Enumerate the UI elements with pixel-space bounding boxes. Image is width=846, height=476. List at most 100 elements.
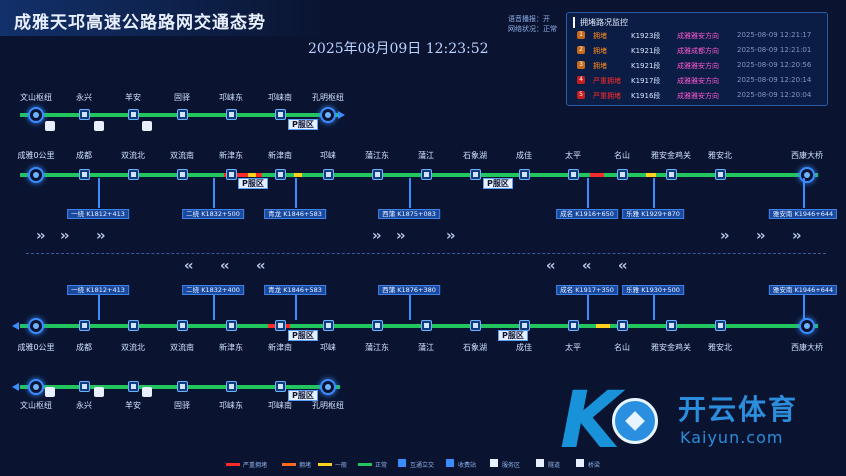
station-label: 成佳 (516, 151, 532, 160)
toll-station-icon[interactable] (421, 320, 432, 331)
station-label: 文山枢纽 (20, 93, 52, 102)
toll-station-icon[interactable] (79, 381, 90, 392)
toll-station-icon[interactable] (470, 320, 481, 331)
interchange-node[interactable] (320, 107, 336, 123)
station-label: 新津南 (268, 343, 292, 352)
direction-arrow-right (338, 111, 345, 119)
legend-swatch (226, 463, 240, 466)
toll-station-icon[interactable] (79, 169, 90, 180)
toll-station-icon[interactable] (275, 320, 286, 331)
interchange-node[interactable] (28, 167, 44, 183)
toll-station-icon[interactable] (519, 169, 530, 180)
interchange-tag[interactable]: 一绕 K1812+413 (67, 285, 129, 295)
toll-station-icon[interactable] (177, 320, 188, 331)
interchange-tag[interactable]: 雅安南 K1946+644 (768, 285, 838, 295)
toll-station-icon[interactable] (177, 381, 188, 392)
interchange-tag[interactable]: 青龙 K1846+583 (264, 209, 326, 219)
interchange-tag[interactable]: 青龙 K1846+583 (264, 285, 326, 295)
soccer-ball-icon (612, 398, 658, 444)
ramp-connector (213, 295, 215, 320)
toll-station-icon[interactable] (715, 320, 726, 331)
service-area-badge[interactable]: P服区 (288, 330, 318, 341)
legend-swatch (282, 463, 296, 466)
interchange-node[interactable] (28, 379, 44, 395)
road-segment (20, 173, 818, 177)
congestion-row[interactable]: 5 严重拥堵 K1916段 成雅雅安方向 2025-08-09 12:20:04 (577, 90, 825, 102)
station-label: 蒲江东 (365, 151, 389, 160)
interchange-tag[interactable]: 成名 K1917+350 (556, 285, 618, 295)
toll-station-icon[interactable] (275, 109, 286, 120)
toll-station-icon[interactable] (226, 109, 237, 120)
direction-chevron: ›› (60, 228, 69, 244)
congestion-level: 严重拥堵 (593, 92, 621, 100)
congestion-row[interactable]: 2 拥堵 K1921段 成雅成都方向 2025-08-09 12:21:01 (577, 45, 825, 57)
voice-status[interactable]: 语音播报：开 (508, 15, 550, 23)
section-code: K1916段 (631, 92, 661, 100)
toll-station-icon[interactable] (470, 169, 481, 180)
toll-station-icon[interactable] (617, 320, 628, 331)
direction-chevron: ›› (792, 228, 801, 244)
station-label: 邛崃南 (268, 401, 292, 410)
direction-chevron: ‹‹ (618, 258, 627, 274)
interchange-tag[interactable]: 成名 K1916+650 (556, 209, 618, 219)
interchange-node[interactable] (320, 379, 336, 395)
toll-station-icon[interactable] (128, 381, 139, 392)
network-status: 网络状况：正常 (508, 25, 557, 33)
interchange-tag[interactable]: 乐雅 K1929+870 (622, 209, 684, 219)
toll-station-icon[interactable] (568, 169, 579, 180)
interchange-tag[interactable]: 雅安南 K1946+644 (768, 209, 838, 219)
toll-station-icon[interactable] (323, 320, 334, 331)
congestion-row[interactable]: 4 严重拥堵 K1917段 成雅雅安方向 2025-08-09 12:20:14 (577, 75, 825, 87)
interchange-tag[interactable]: 西蒲 K1875+083 (378, 209, 440, 219)
interchange-tag[interactable]: 乐雅 K1930+500 (622, 285, 684, 295)
watermark-logo-k: K (560, 376, 621, 466)
congestion-segment (294, 173, 302, 177)
interchange-node[interactable] (799, 318, 815, 334)
direction-chevron: ‹‹ (582, 258, 591, 274)
toll-station-icon[interactable] (226, 169, 237, 180)
congestion-segment (224, 173, 262, 177)
interchange-node[interactable] (799, 167, 815, 183)
interchange-tag[interactable]: 西蒲 K1876+380 (378, 285, 440, 295)
interchange-node[interactable] (28, 318, 44, 334)
interchange-tag[interactable]: 二绕 K1832+400 (182, 285, 244, 295)
section-code: K1923段 (631, 32, 661, 40)
bridge-icon (94, 387, 104, 397)
service-area-badge[interactable]: P服区 (498, 330, 528, 341)
station-label: 雅安北 (708, 343, 732, 352)
toll-station-icon[interactable] (128, 320, 139, 331)
service-area-badge[interactable]: P服区 (288, 390, 318, 401)
toll-station-icon[interactable] (177, 169, 188, 180)
toll-station-icon[interactable] (226, 381, 237, 392)
interchange-node[interactable] (28, 107, 44, 123)
tunnel-icon (45, 121, 55, 131)
ramp-connector (653, 295, 655, 320)
interchange-tag[interactable]: 二绕 K1832+500 (182, 209, 244, 219)
toll-station-icon[interactable] (372, 320, 383, 331)
toll-station-icon[interactable] (128, 109, 139, 120)
toll-station-icon[interactable] (715, 169, 726, 180)
toll-station-icon[interactable] (372, 169, 383, 180)
toll-station-icon[interactable] (617, 169, 628, 180)
toll-station-icon[interactable] (568, 320, 579, 331)
toll-station-icon[interactable] (275, 169, 286, 180)
toll-station-icon[interactable] (421, 169, 432, 180)
interchange-tag[interactable]: 一绕 K1812+413 (67, 209, 129, 219)
toll-station-icon[interactable] (226, 320, 237, 331)
toll-station-icon[interactable] (177, 109, 188, 120)
toll-station-icon[interactable] (666, 320, 677, 331)
congestion-row[interactable]: 1 拥堵 K1923段 成雅雅安方向 2025-08-09 12:21:17 (577, 30, 825, 42)
toll-station-icon[interactable] (79, 320, 90, 331)
service-area-badge[interactable]: P服区 (238, 178, 268, 189)
direction-chevron: ‹‹ (220, 258, 229, 274)
service-area-badge[interactable]: P服区 (483, 178, 513, 189)
service-area-badge[interactable]: P服区 (288, 119, 318, 130)
station-label: 雅安北 (708, 151, 732, 160)
congestion-row[interactable]: 3 拥堵 K1921段 成雅雅安方向 2025-08-09 12:20:56 (577, 60, 825, 72)
toll-station-icon[interactable] (128, 169, 139, 180)
toll-station-icon[interactable] (275, 381, 286, 392)
toll-station-icon[interactable] (323, 169, 334, 180)
toll-station-icon[interactable] (79, 109, 90, 120)
toll-station-icon[interactable] (666, 169, 677, 180)
panel-title: 拥堵路况监控 (573, 17, 628, 28)
